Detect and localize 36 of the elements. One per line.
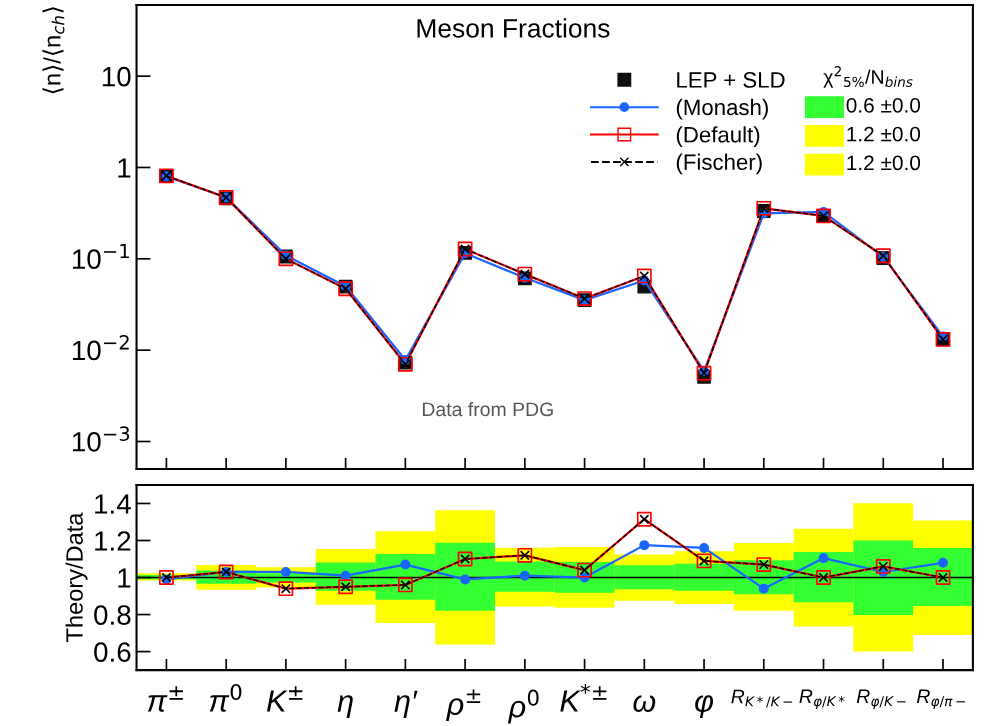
x-tick-label: π$^{±}$ <box>147 686 183 712</box>
y-tick-label: 10$^{−1}$ <box>72 243 129 269</box>
x-tick-label: η′ <box>394 690 418 719</box>
y-tick-label: 1 <box>118 158 131 178</box>
y-tick-label: 10 <box>102 66 131 87</box>
x-tick-label: R$_{φ/K*}$ <box>799 689 845 709</box>
y-tick-label: 10$^{−2}$ <box>72 334 129 361</box>
y-tick-label: 0.8 <box>94 605 131 625</box>
legend-label: (Monash) <box>676 98 768 120</box>
legend-label: (Default) <box>676 126 760 147</box>
x-tick-label: η <box>337 695 353 719</box>
y-tick-label: 1.4 <box>95 494 131 514</box>
chart-title: Meson Fractions <box>417 18 610 38</box>
legend-label: (Fischer) <box>676 153 762 175</box>
y-tick-label: 10$^{−3}$ <box>72 426 130 452</box>
x-tick-label: φ <box>695 695 714 719</box>
y-axis-title: Theory/Data <box>65 512 88 642</box>
x-tick-label: R$_{K*/K−}$ <box>731 689 793 708</box>
x-tick-label: π$^{0}$ <box>209 683 242 712</box>
x-tick-label: ω <box>633 695 656 712</box>
y-axis-title: ⟨n⟩/⟨n$_{ch}$⟩ <box>42 7 65 94</box>
annotation: 0.6 ±0.0 <box>846 97 921 113</box>
annotation: χ$^{2}$$_{5%}$/N$_{bins}$ <box>823 66 913 88</box>
x-tick-label: K$^{*±}$ <box>560 683 607 712</box>
y-tick-label: 1 <box>118 568 131 588</box>
x-tick-label: ρ$^{0}$ <box>507 689 539 724</box>
y-tick-label: 1.2 <box>95 531 131 551</box>
annotation: 1.2 ±0.0 <box>847 126 921 142</box>
x-tick-label: R$_{φ/π−}$ <box>916 689 965 709</box>
x-tick-label: R$_{φ/K−}$ <box>856 689 906 709</box>
x-tick-label: ρ$^{±}$ <box>446 689 481 721</box>
legend-label: LEP + SLD <box>677 72 785 88</box>
y-tick-label: 0.6 <box>94 642 131 662</box>
annotation: 1.2 ±0.0 <box>847 155 921 171</box>
annotation: Data from PDG <box>422 401 553 417</box>
x-tick-label: K$^{±}$ <box>266 686 303 712</box>
